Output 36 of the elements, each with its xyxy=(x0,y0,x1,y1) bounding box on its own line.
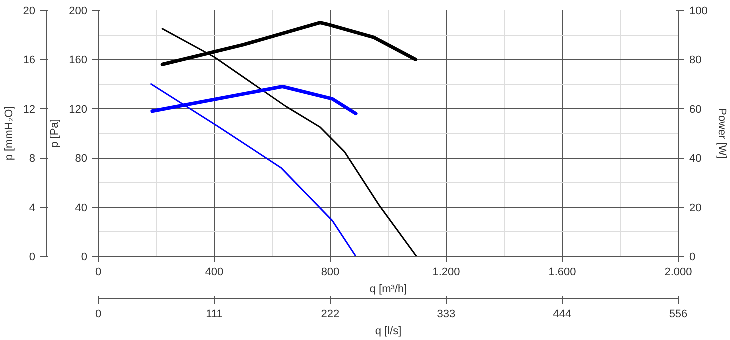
y2-tick-label: 80 xyxy=(690,54,702,67)
x2-axis-title: q [l/s] xyxy=(375,326,402,338)
y-axis-title: p [Pa] xyxy=(49,119,62,148)
line-series xyxy=(150,84,357,256)
y3-tick-label: 8 xyxy=(29,153,36,166)
y3-tick-label: 0 xyxy=(29,252,36,264)
x2-tick-label: 0 xyxy=(95,308,102,320)
y2-axis-title: Power [W] xyxy=(716,108,728,159)
x2-tick-label: 333 xyxy=(437,308,456,320)
x-tick-label: 2.000 xyxy=(664,266,692,278)
y-tick-label: 80 xyxy=(75,153,88,166)
y3-axis-title: p [mmH₂O] xyxy=(3,106,16,161)
x-tick-label: 400 xyxy=(205,266,224,278)
y-tick-label: 40 xyxy=(75,202,88,214)
y2-tick-label: 100 xyxy=(690,6,708,18)
y2-tick-label: 0 xyxy=(690,252,696,264)
x-tick-label: 800 xyxy=(321,266,340,278)
y-tick-label: 160 xyxy=(69,54,88,67)
y3-tick-label: 16 xyxy=(23,54,36,67)
x2-tick-label: 222 xyxy=(321,308,340,320)
y2-tick-label: 20 xyxy=(690,202,702,214)
x2-tick-label: 444 xyxy=(553,308,572,320)
y3-tick-label: 20 xyxy=(23,6,36,18)
y-tick-label: 200 xyxy=(69,6,88,18)
y-tick-label: 0 xyxy=(81,252,88,264)
x2-tick-label: 111 xyxy=(206,308,223,320)
x-tick-label: 1.200 xyxy=(432,266,460,278)
y2-tick-label: 60 xyxy=(690,104,702,116)
y3-tick-label: 12 xyxy=(23,104,36,116)
x-tick-label: 1.600 xyxy=(548,266,576,278)
x-tick-label: 0 xyxy=(95,266,102,278)
x-axis-title: q [m³/h] xyxy=(370,284,408,296)
y3-tick-label: 4 xyxy=(29,202,36,214)
y-tick-label: 120 xyxy=(69,104,88,116)
y2-tick-label: 40 xyxy=(690,153,702,166)
x2-tick-label: 556 xyxy=(669,308,688,320)
